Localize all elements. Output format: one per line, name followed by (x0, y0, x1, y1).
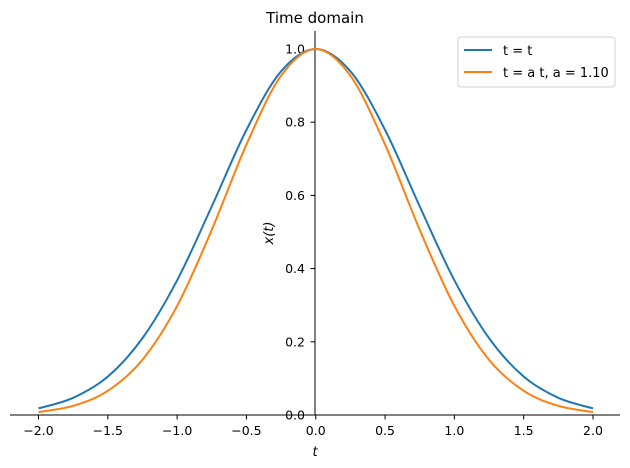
y-tick-label: 0.2 (285, 334, 305, 349)
x-tick-label: 1.5 (514, 423, 534, 438)
x-tick-label: −2.0 (23, 423, 53, 438)
x-tick-label: 0.5 (375, 423, 395, 438)
y-axis-label: x(t) (262, 222, 277, 246)
chart-title: Time domain (265, 9, 364, 27)
series-line-2 (38, 47, 594, 414)
legend-frame (457, 36, 616, 88)
y-tick-label: 0.6 (285, 188, 305, 203)
x-tick-label: −1.0 (162, 423, 192, 438)
y-tick-label: 1.0 (285, 42, 305, 57)
legend-label-series-1: t = t (503, 44, 532, 59)
legend-label-series-2: t = a t, a = 1.10 (503, 66, 609, 81)
x-tick-label: 1.0 (444, 423, 464, 438)
x-tick-label: −1.5 (93, 423, 123, 438)
y-tick-label: 0.0 (285, 408, 305, 423)
x-axis-label: t (312, 445, 318, 460)
series-line-1 (38, 47, 594, 410)
x-ticks: −2.0 −1.5 −1.0 −0.5 0.0 0.5 1.0 1.5 2.0 (23, 415, 603, 438)
y-tick-label: 0.4 (285, 261, 305, 276)
y-tick-label: 0.8 (285, 115, 305, 130)
y-ticks: 0.0 0.2 0.4 0.6 0.8 1.0 (285, 42, 315, 423)
x-tick-label: 0.0 (306, 423, 326, 438)
x-tick-label: −0.5 (231, 423, 261, 438)
legend: t = t t = a t, a = 1.10 (457, 36, 616, 88)
series-layer (38, 47, 594, 414)
x-tick-label: 2.0 (583, 423, 603, 438)
